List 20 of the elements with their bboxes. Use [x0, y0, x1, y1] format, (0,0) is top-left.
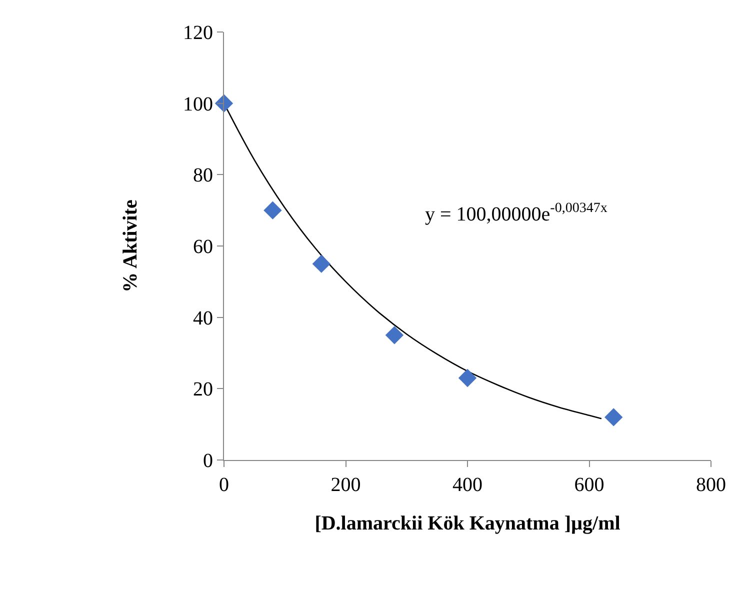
x-tick-label: 0 — [219, 474, 229, 496]
y-tick-label: 40 — [193, 307, 213, 330]
y-tick-label: 20 — [193, 378, 213, 401]
y-tick-label: 80 — [193, 164, 213, 187]
annotation: y = 100,00000e$^{-0,00347x}$ — [425, 201, 608, 226]
y-tick-label: 60 — [193, 236, 213, 258]
point — [604, 408, 623, 426]
y-axis-title: % Aktivite — [120, 199, 142, 292]
x-axis-title: [D.lamarckii Kök Kaynatma ]µg/ml — [314, 512, 621, 534]
x-tick-label: 200 — [330, 474, 361, 496]
point — [385, 326, 404, 344]
point — [458, 368, 477, 388]
y-tick-label: 100 — [183, 93, 213, 116]
y-tick-label: 120 — [183, 22, 213, 44]
x-tick-label: 400 — [452, 474, 482, 496]
point — [264, 201, 282, 220]
x-tick-label: 600 — [574, 474, 604, 496]
y-tick-label: 0 — [203, 450, 213, 472]
x-tick-label: 800 — [696, 474, 726, 496]
point — [312, 254, 330, 273]
